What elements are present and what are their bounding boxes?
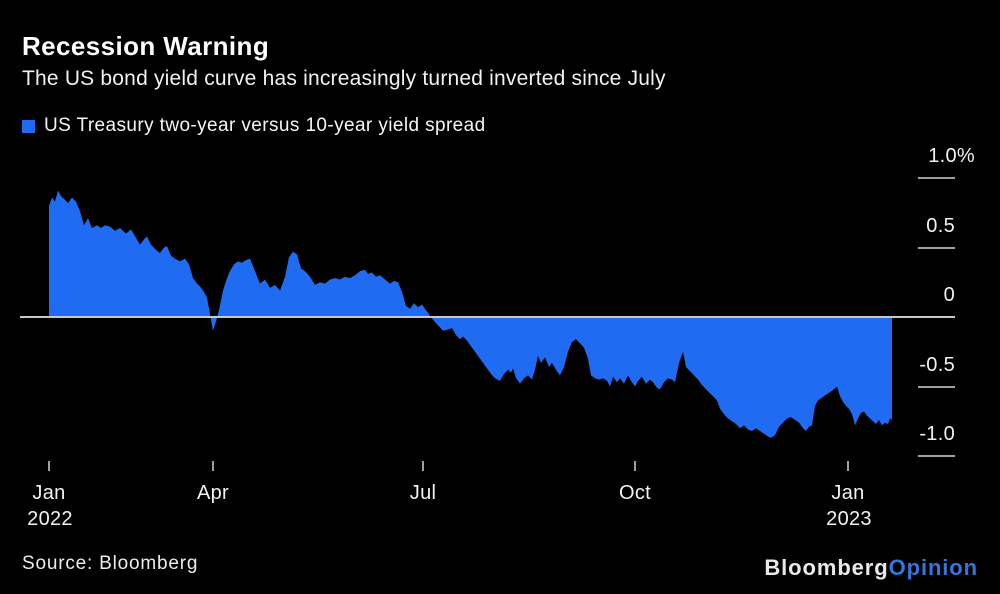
chart-subtitle: The US bond yield curve has increasingly…: [22, 67, 666, 90]
y-axis-label: 1.0%: [928, 145, 975, 167]
source-note: Source: Bloomberg: [22, 553, 199, 574]
y-axis-label: 0: [943, 284, 955, 306]
yield-spread-area: [49, 190, 892, 438]
legend: US Treasury two-year versus 10-year yiel…: [22, 114, 486, 138]
legend-swatch-icon: [22, 119, 35, 133]
page-title: Recession Warning: [22, 31, 270, 61]
bloomberg-opinion-logo: BloombergOpinion: [764, 555, 978, 581]
x-axis-year-label: 2023: [826, 508, 872, 530]
logo-opinion: Opinion: [888, 555, 978, 580]
x-axis-label: Jan: [32, 482, 66, 504]
y-axis-label: -0.5: [919, 353, 955, 376]
logo-bloomberg: Bloomberg: [764, 555, 889, 580]
x-axis-label: Jul: [409, 482, 437, 504]
x-axis-label: Jan: [831, 482, 865, 504]
x-axis-label: Oct: [618, 482, 652, 504]
x-axis-year-label: 2022: [27, 508, 73, 530]
x-axis-label: Apr: [196, 482, 230, 504]
y-axis-label: -1.0: [919, 423, 955, 445]
y-axis-ticks: [918, 177, 955, 457]
y-axis-label: 0.5: [926, 214, 955, 237]
x-axis-ticks: [48, 461, 849, 471]
legend-label: US Treasury two-year versus 10-year yiel…: [44, 115, 486, 136]
